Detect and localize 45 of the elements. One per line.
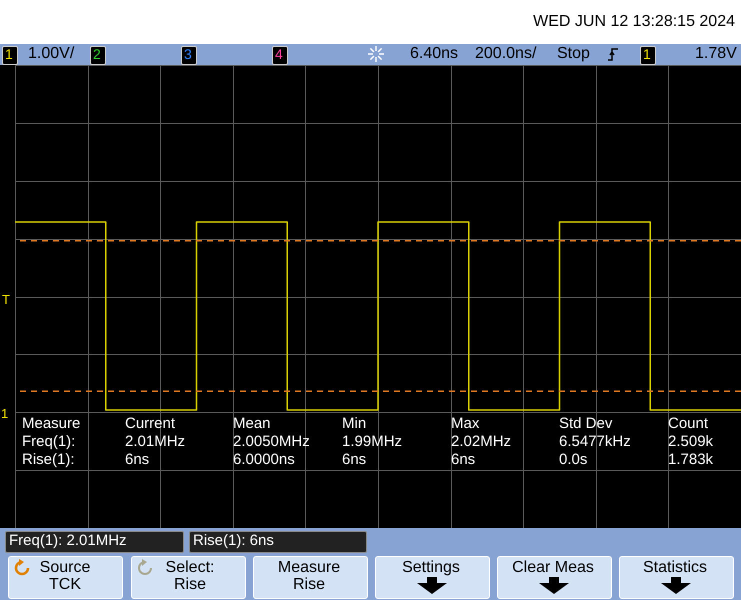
text: Std Dev <box>559 415 612 433</box>
text: 2.0050MHz <box>233 433 310 451</box>
text: Settings <box>402 559 460 577</box>
text: Freq(1): <box>22 433 76 451</box>
text: 1.00V/ <box>28 45 74 63</box>
text: 4 <box>275 45 283 63</box>
text: 1.99MHz <box>342 433 402 451</box>
text: Count <box>668 415 708 433</box>
text: 2 <box>93 45 101 63</box>
text: Source <box>40 559 90 577</box>
text: Clear Meas <box>512 559 594 577</box>
text: Freq(1): 2.01MHz <box>9 532 127 550</box>
text: Mean <box>233 415 271 433</box>
text: Statistics <box>642 559 708 577</box>
text: 200.0ns/ <box>475 45 536 63</box>
text: Max <box>451 415 480 433</box>
text: Rise(1): <box>22 451 75 469</box>
text: 1 <box>643 45 651 63</box>
text: WED JUN 12 13:28:15 2024 <box>533 13 735 31</box>
text: T <box>2 291 10 309</box>
text: Rise <box>292 576 326 594</box>
text: 1 <box>5 45 13 63</box>
text: 6ns <box>451 451 476 469</box>
text: Rise(1): 6ns <box>193 532 274 550</box>
text: Current <box>125 415 176 433</box>
text: 1.783k <box>668 451 714 469</box>
text: TCK <box>49 576 81 594</box>
text: Measure <box>278 559 340 577</box>
text: 1.78V <box>695 45 737 63</box>
text: 6ns <box>342 451 366 469</box>
text: 0.0s <box>559 451 588 469</box>
text: 1 <box>1 405 8 423</box>
text: 6.40ns <box>410 45 458 63</box>
text: 6.5477kHz <box>559 433 631 451</box>
text: Stop <box>557 45 590 63</box>
text: Rise <box>174 576 206 594</box>
text: Measure <box>22 415 80 433</box>
text: 2.509k <box>668 433 714 451</box>
text: 2.01MHz <box>125 433 186 451</box>
text: Select: <box>166 559 214 577</box>
text: 6.0000ns <box>233 451 295 469</box>
text: 3 <box>184 45 192 63</box>
text: Min <box>342 415 366 433</box>
text: 2.02MHz <box>451 433 512 451</box>
text: 6ns <box>125 451 150 469</box>
